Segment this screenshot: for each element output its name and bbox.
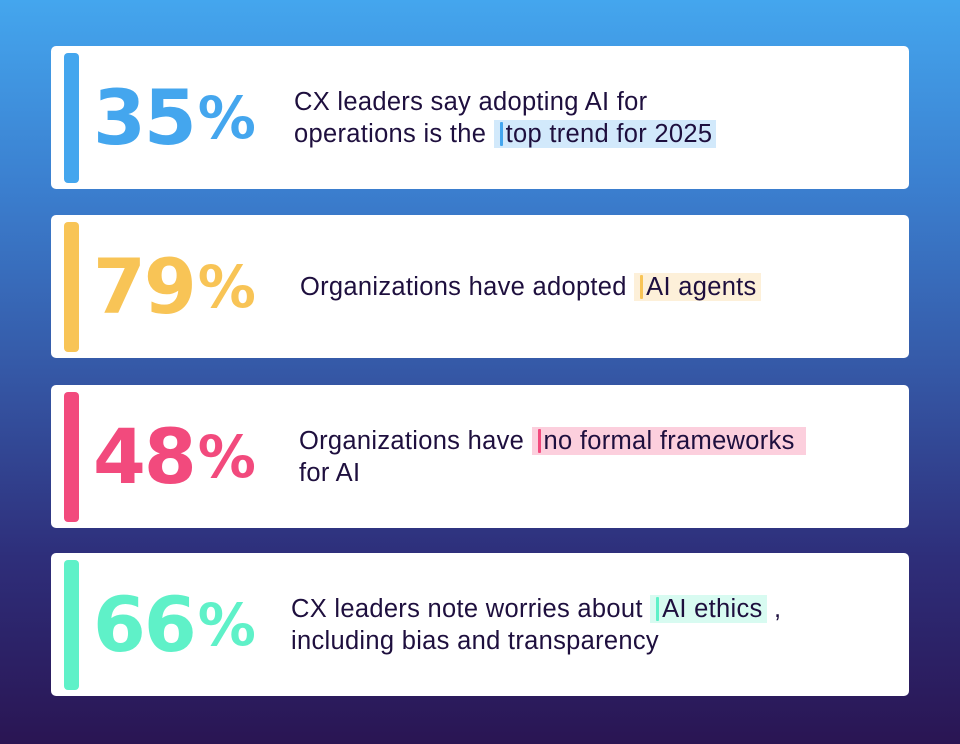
description-line-1: Organizations have adopted AI agents [300,271,761,303]
stat-percentage: 35% [93,46,256,189]
percent-sign: % [197,590,256,659]
stat-percentage: 48% [93,385,256,528]
stat-value: 79 [93,242,197,331]
description-line-1: CX leaders say adopting AI for [294,87,648,116]
highlighted-phrase: AI agents [634,272,761,301]
stat-description: Organizations have adopted AI agents [300,215,761,358]
stat-card-66: 66% CX leaders note worries about AI eth… [51,553,909,696]
stat-percentage: 66% [93,553,256,696]
description-line-2: operations is the top trend for 2025 [294,118,717,150]
percent-sign: % [197,422,256,491]
percent-sign: % [197,83,256,152]
text-cursor-icon [656,596,660,621]
highlighted-phrase: top trend for 2025 [493,119,717,148]
stat-card-79: 79% Organizations have adopted AI agents [51,215,909,358]
accent-bar [64,222,79,352]
highlighted-phrase: no formal frameworks [531,426,807,455]
stat-value: 66 [93,580,197,669]
text-cursor-icon [499,121,503,146]
accent-bar [64,53,79,183]
stat-description: Organizations have no formal frameworks … [299,385,807,528]
stat-percentage: 79% [93,215,256,358]
stat-description: CX leaders note worries about AI ethics … [291,553,781,696]
description-line-1: Organizations have no formal frameworks [299,425,807,457]
accent-bar [64,560,79,690]
description-line-1: CX leaders note worries about AI ethics … [291,594,782,623]
highlighted-phrase: AI ethics [650,594,767,623]
percent-sign: % [197,252,256,321]
description-line-2: including bias and transparency [291,626,659,655]
stat-card-48: 48% Organizations have no formal framewo… [51,385,909,528]
stat-description: CX leaders say adopting AI for operation… [294,46,717,189]
text-cursor-icon [537,428,541,453]
description-line-2: for AI [299,458,361,487]
stat-value: 48 [93,412,197,501]
text-cursor-icon [640,274,644,299]
accent-bar [64,392,79,522]
stat-card-35: 35% CX leaders say adopting AI for opera… [51,46,909,189]
stat-value: 35 [93,73,197,162]
